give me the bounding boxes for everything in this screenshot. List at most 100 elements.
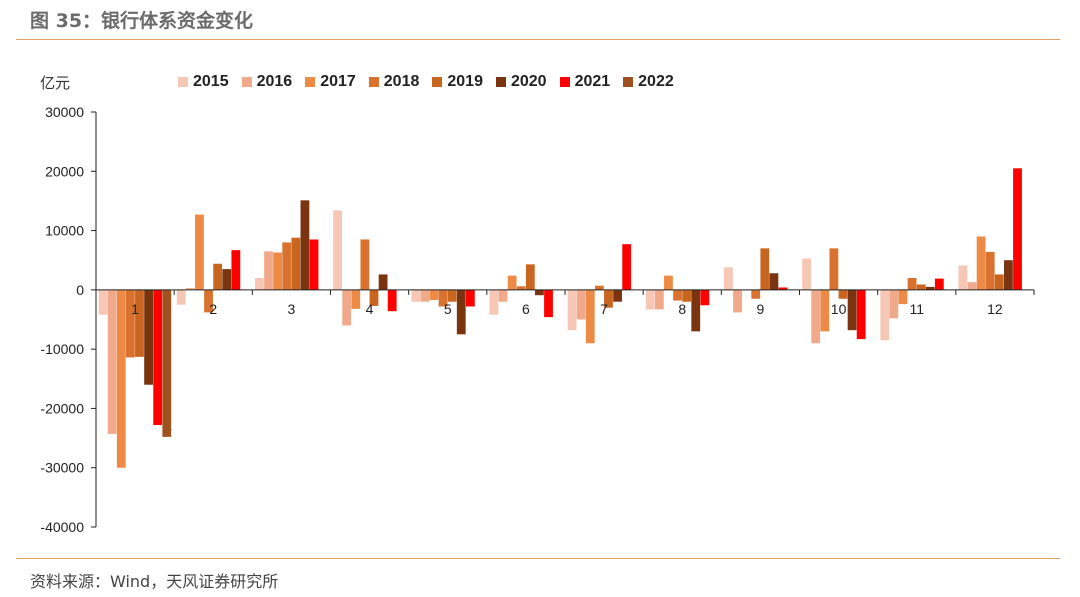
- bar-2021-m10: [856, 289, 866, 340]
- bar-2016-m8: [654, 289, 664, 310]
- bar-2018-m12: [985, 251, 995, 290]
- bar-2017-m7: [585, 289, 595, 344]
- bar-2018-m2: [204, 289, 213, 313]
- bar-2016-m2: [185, 288, 195, 290]
- bar-2017-m3: [273, 252, 283, 290]
- bar-2016-m10: [811, 289, 821, 344]
- source-divider: [16, 558, 1060, 559]
- legend-swatch: [559, 77, 570, 87]
- y-axis-unit-label: 亿元: [40, 74, 71, 92]
- bar-2017-m10: [820, 289, 830, 332]
- x-tick-label: 2: [209, 301, 217, 317]
- bar-2022-m1: [162, 289, 172, 437]
- bar-2021-m7: [622, 244, 632, 290]
- bar-2015-m7: [567, 289, 577, 331]
- bar-2021-m3: [309, 239, 319, 290]
- bar-2017-m1: [116, 289, 126, 468]
- legend-swatch: [432, 77, 443, 87]
- legend-item-2015: 2015: [178, 73, 229, 91]
- bar-2021-m12: [1013, 168, 1022, 290]
- bar-2019-m6: [525, 264, 535, 290]
- y-tick-label: -10000: [40, 341, 84, 357]
- legend-swatch: [178, 77, 188, 87]
- legend-item-2020: 2020: [495, 73, 547, 91]
- bar-2015-m6: [489, 289, 499, 315]
- bar-2017-m4: [351, 289, 361, 309]
- x-tick-label: 1: [131, 301, 139, 317]
- bar-2015-m12: [958, 265, 968, 290]
- bar-2019-m9: [760, 248, 770, 290]
- source-note: 资料来源：Wind，天风证券研究所: [30, 572, 279, 591]
- bar-2015-m10: [802, 258, 811, 290]
- legend-item-2019: 2019: [432, 73, 483, 91]
- bar-2020-m11: [925, 286, 935, 290]
- bar-2020-m8: [691, 289, 701, 332]
- x-tick-label: 11: [909, 301, 924, 317]
- bar-2018-m9: [751, 289, 761, 299]
- bar-2021-m4: [387, 289, 397, 312]
- x-tick-label: 9: [757, 301, 765, 317]
- bar-2015-m8: [645, 289, 655, 310]
- bar-2016-m3: [264, 251, 273, 290]
- bar-2017-m6: [507, 275, 517, 290]
- bar-2019-m4: [369, 289, 379, 306]
- x-tick-label: 10: [831, 301, 847, 317]
- bar-2021-m6: [544, 289, 553, 318]
- bar-2019-m2: [213, 263, 223, 290]
- x-tick-label: 8: [678, 301, 686, 317]
- bar-2020-m4: [378, 274, 388, 290]
- y-tick-label: 10000: [45, 223, 84, 239]
- bar-2019-m10: [838, 289, 848, 299]
- bar-2020-m9: [769, 273, 779, 290]
- legend-label: 2019: [447, 73, 483, 90]
- y-tick-label: -20000: [40, 400, 84, 416]
- legend-item-2018: 2018: [368, 73, 419, 91]
- bar-2021-m8: [700, 289, 710, 306]
- bar-2015-m11: [880, 289, 890, 341]
- bar-2016-m11: [889, 289, 899, 319]
- bar-2016-m4: [342, 289, 352, 326]
- bar-2016-m9: [733, 289, 742, 313]
- bar-2020-m7: [613, 289, 622, 302]
- y-tick-label: -40000: [40, 519, 84, 535]
- chart-legend: 2015 2016 2017 2018 2019 2020 2021 2022: [178, 73, 687, 91]
- bar-2017-m8: [664, 275, 673, 290]
- bar-2017-m5: [429, 289, 439, 300]
- bar-2016-m5: [420, 289, 430, 302]
- legend-item-2022: 2022: [623, 73, 674, 91]
- bar-2015-m1: [98, 289, 108, 315]
- bar-2019-m8: [682, 289, 692, 302]
- title-divider: [16, 39, 1060, 40]
- legend-label: 2015: [193, 73, 229, 90]
- bar-2018-m7: [594, 285, 604, 290]
- legend-swatch: [305, 77, 316, 87]
- x-tick-label: 6: [522, 301, 530, 317]
- bar-2019-m3: [291, 237, 301, 290]
- x-tick-label: 4: [366, 301, 374, 317]
- legend-swatch: [368, 77, 379, 87]
- bar-2017-m11: [898, 289, 908, 305]
- bar-2020-m12: [1004, 260, 1013, 290]
- bar-2015-m5: [411, 289, 421, 302]
- bar-2016-m7: [576, 289, 586, 320]
- legend-item-2016: 2016: [241, 73, 293, 91]
- x-tick-label: 3: [288, 301, 296, 317]
- bar-2018-m5: [438, 289, 448, 307]
- x-tick-label: 7: [600, 301, 608, 317]
- bar-2021-m1: [153, 289, 163, 426]
- legend-swatch: [241, 77, 252, 87]
- legend-label: 2020: [510, 73, 547, 90]
- bar-2020-m6: [535, 289, 544, 296]
- bar-2018-m8: [673, 289, 682, 301]
- bar-chart: 30000 20000 10000 0 -10000 -20000 -30000 -40000…: [40, 104, 1035, 535]
- bar-2015-m2: [176, 289, 186, 305]
- bar-2021-m9: [778, 287, 788, 290]
- x-tick-label: 5: [444, 301, 452, 317]
- legend-label: 2016: [256, 73, 293, 90]
- bar-2021-m2: [231, 250, 241, 290]
- bar-2020-m1: [144, 289, 153, 385]
- bar-2016-m6: [498, 289, 508, 302]
- bar-2019-m1: [135, 289, 144, 357]
- legend-swatch: [623, 77, 634, 87]
- bar-2015-m4: [333, 210, 342, 290]
